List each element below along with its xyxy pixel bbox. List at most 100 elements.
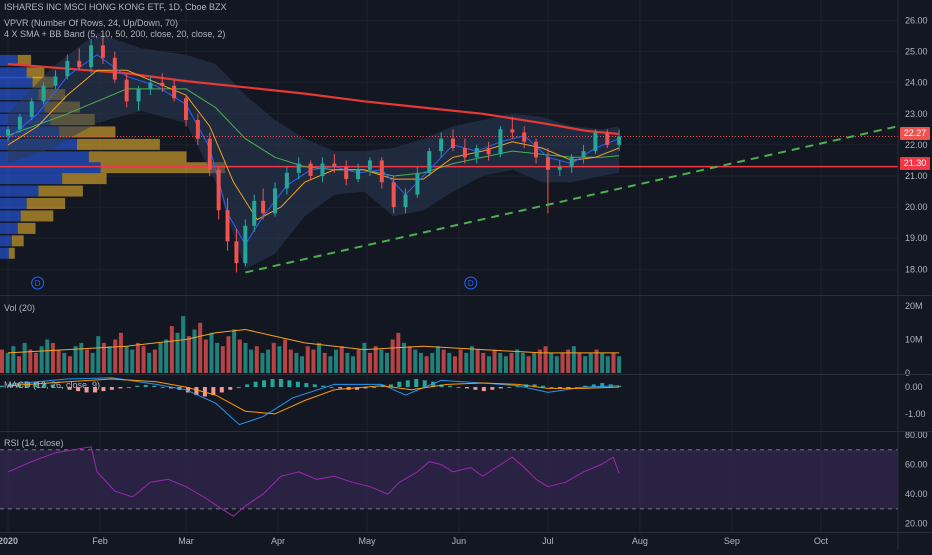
candle-body: [617, 136, 622, 145]
volume-bar: [288, 349, 293, 373]
candle-body: [41, 85, 46, 102]
volume-bar: [45, 339, 50, 373]
macd-histogram-bar: [236, 387, 241, 389]
macd-histogram-bar: [92, 387, 97, 393]
pane-separator-volume[interactable]: [0, 295, 932, 296]
volume-bar: [583, 356, 588, 373]
volume-bar: [203, 339, 208, 373]
volume-bar: [215, 342, 220, 373]
volume-bar: [577, 352, 582, 373]
volume-bar: [192, 329, 197, 373]
macd-histogram-bar: [431, 381, 436, 388]
volume-bar: [124, 346, 129, 373]
volume-bar: [243, 342, 248, 373]
volume-bar: [509, 352, 514, 373]
volume-bar: [164, 339, 169, 373]
candle-body: [308, 163, 313, 176]
vpvr-down-bar: [100, 162, 225, 174]
volume-bar: [311, 349, 316, 373]
volume-bar: [209, 332, 214, 373]
volume-bar: [277, 346, 282, 373]
vpvr-up-bar: [0, 162, 101, 174]
macd-histogram-bar: [397, 381, 402, 388]
macd-histogram-bar: [245, 384, 250, 388]
rsi-tick-label: 80.00: [905, 430, 928, 440]
volume-bar: [39, 346, 44, 373]
candle-body: [172, 85, 177, 99]
volume-bar: [16, 356, 21, 373]
rsi-legend: RSI (14, close): [4, 438, 64, 448]
vpvr-down-bar: [26, 198, 66, 209]
macd-histogram-bar: [33, 381, 38, 388]
candle-body: [112, 57, 117, 80]
volume-bar: [113, 339, 118, 373]
volume-bar: [96, 336, 101, 373]
pane-separator-macd[interactable]: [0, 374, 932, 375]
candle-body: [136, 88, 141, 102]
macd-tick-label: 0.00: [905, 382, 923, 392]
candle-body: [522, 132, 527, 142]
macd-line: [7, 377, 620, 426]
volume-bar: [33, 352, 38, 373]
dividend-label: D: [35, 279, 41, 288]
volume-bar: [237, 339, 242, 373]
macd-histogram-bar: [541, 385, 546, 388]
macd-histogram-bar: [253, 381, 258, 388]
price-tick-label: 23.00: [905, 109, 928, 119]
volume-bar: [107, 346, 112, 373]
candle-body: [225, 210, 230, 242]
macd-histogram-bar: [414, 379, 419, 388]
vpvr-up-bar: [0, 54, 18, 66]
macd-histogram-bar: [388, 384, 393, 388]
volume-bar: [305, 346, 310, 373]
candle-body: [17, 116, 22, 130]
price-tick-label: 19.00: [905, 233, 928, 243]
vpvr-up-bar: [0, 89, 39, 101]
candle-body: [569, 157, 574, 167]
macd-histogram-bar: [135, 385, 140, 388]
macd-histogram-bar: [228, 387, 233, 390]
macd-histogram-bar: [490, 387, 495, 390]
volume-bar: [90, 352, 95, 373]
vpvr-down-bar: [11, 235, 24, 247]
candle-body: [344, 166, 349, 180]
macd-histogram-bar: [591, 384, 596, 388]
volume-bar: [532, 352, 537, 373]
time-tick-label: Aug: [632, 536, 648, 546]
macd-histogram-bar: [574, 387, 579, 389]
volume-bar: [249, 349, 254, 373]
vpvr-up-bar: [0, 235, 12, 247]
macd-histogram-bar: [42, 383, 47, 388]
candle-body: [124, 79, 129, 102]
time-tick-label: Jun: [452, 536, 467, 546]
volume-bar: [11, 346, 16, 373]
volume-bar: [520, 352, 525, 373]
macd-histogram-bar: [355, 387, 360, 390]
macd-histogram-bar: [211, 387, 216, 396]
macd-histogram-bar: [422, 380, 427, 388]
volume-bar: [22, 342, 27, 373]
candle-body: [252, 200, 257, 226]
candle-body: [451, 138, 455, 148]
volume-bar: [373, 346, 378, 373]
volume-bar: [260, 352, 265, 373]
volume-bar: [594, 349, 599, 373]
candle-body: [486, 148, 491, 155]
macd-histogram-bar: [456, 387, 461, 389]
candle-body: [77, 60, 82, 68]
volume-bar: [169, 326, 174, 373]
macd-histogram-bar: [312, 384, 317, 388]
candle-body: [6, 129, 10, 136]
volume-bar: [351, 356, 356, 373]
volume-bar: [543, 346, 548, 373]
volume-bar: [271, 342, 276, 373]
price-tick-label: 24.00: [905, 78, 928, 88]
vpvr-down-bar: [38, 185, 83, 197]
macd-histogram-bar: [76, 387, 81, 392]
candle-body: [216, 169, 221, 211]
candle-body: [29, 101, 34, 117]
volume-bar: [566, 349, 571, 373]
pane-separator-rsi[interactable]: [0, 431, 932, 432]
vpvr-up-bar: [0, 198, 27, 209]
candle-body: [234, 241, 239, 264]
